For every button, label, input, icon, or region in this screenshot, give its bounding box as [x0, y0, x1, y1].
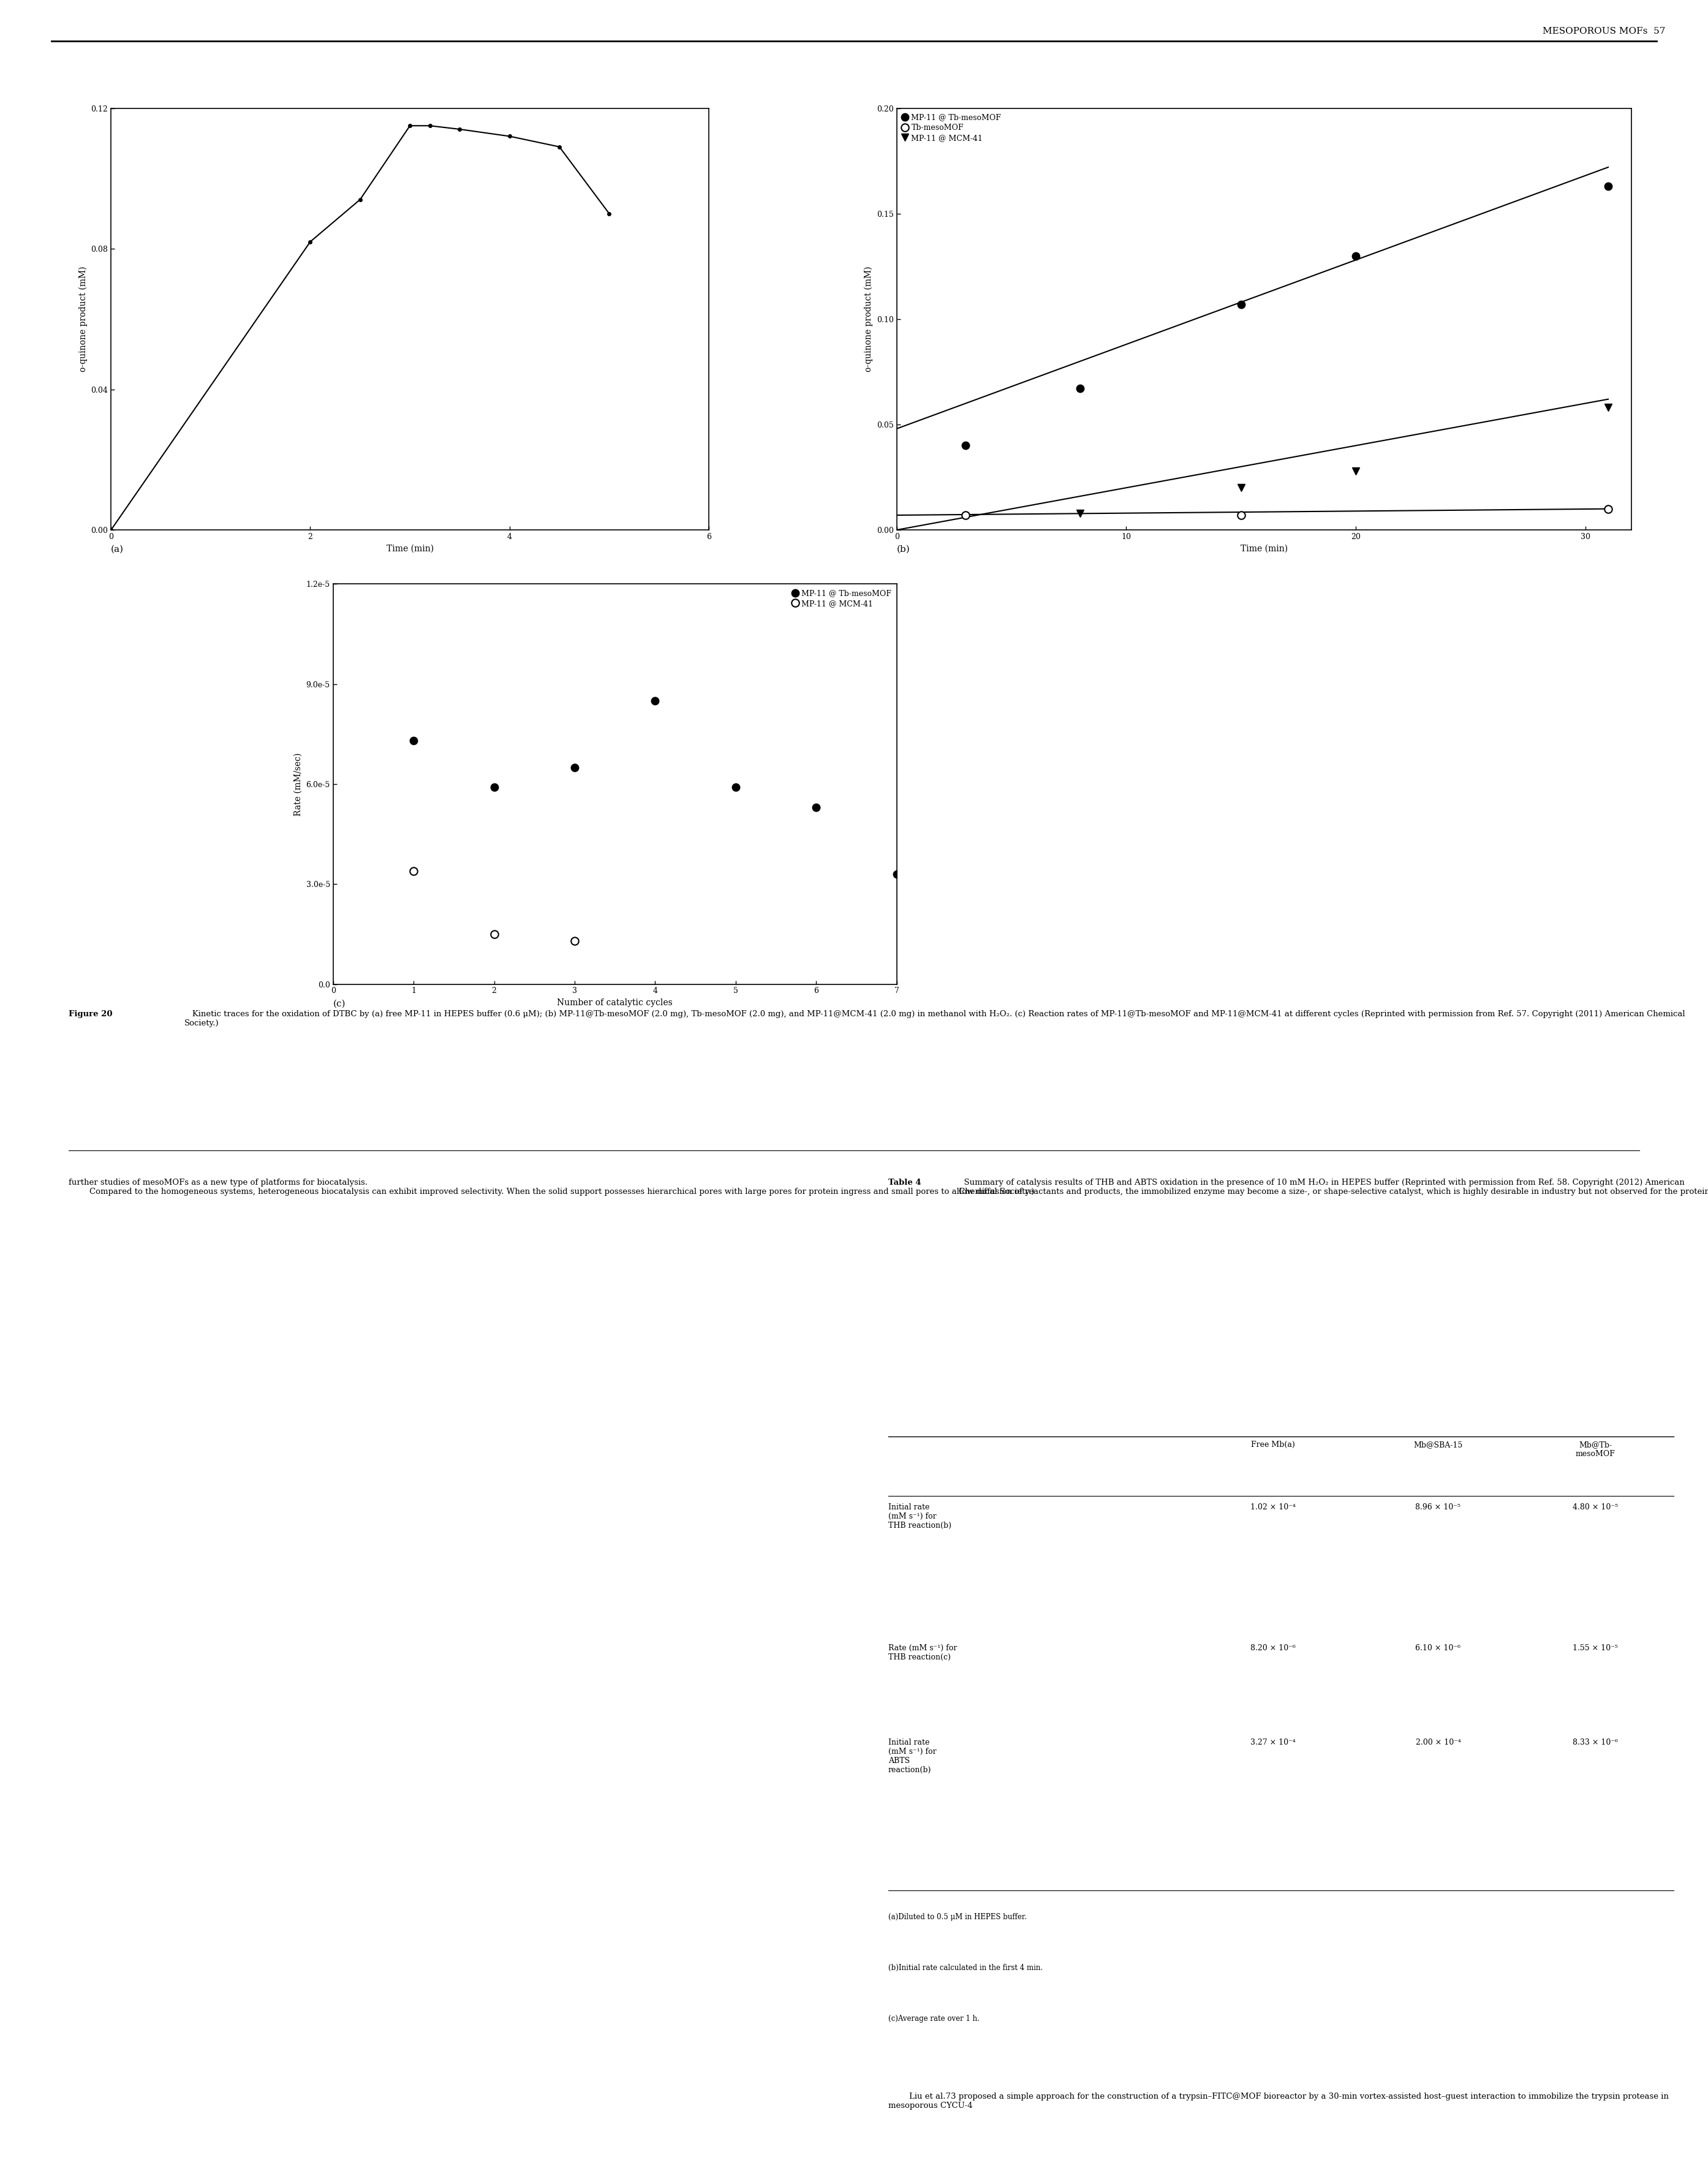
Text: 2.00 × 10⁻⁴: 2.00 × 10⁻⁴	[1416, 1739, 1460, 1748]
Legend: MP-11 @ Tb-mesoMOF, MP-11 @ MCM-41: MP-11 @ Tb-mesoMOF, MP-11 @ MCM-41	[791, 588, 893, 610]
Text: (c)Average rate over 1 h.: (c)Average rate over 1 h.	[888, 2014, 979, 2022]
Tb-mesoMOF	[1599, 495, 1619, 521]
Text: Rate (mM s⁻¹) for
THB reaction(c): Rate (mM s⁻¹) for THB reaction(c)	[888, 1644, 956, 1661]
MP-11 @ Tb-mesoMOF	[1346, 242, 1366, 268]
Text: 8.96 × 10⁻⁵: 8.96 × 10⁻⁵	[1416, 1503, 1460, 1512]
MP-11 @ MCM-41	[483, 921, 504, 947]
MP-11 @ Tb-mesoMOF	[564, 755, 584, 781]
Tb-mesoMOF	[1231, 502, 1252, 528]
Text: Mb@Tb-
mesoMOF: Mb@Tb- mesoMOF	[1575, 1441, 1616, 1458]
MP-11 @ Tb-mesoMOF	[1231, 292, 1252, 318]
Text: 3.27 × 10⁻⁴: 3.27 × 10⁻⁴	[1250, 1739, 1296, 1748]
MP-11 @ MCM-41	[1346, 459, 1366, 485]
Text: 8.20 × 10⁻⁶: 8.20 × 10⁻⁶	[1250, 1644, 1296, 1653]
MP-11 @ MCM-41	[564, 928, 584, 954]
MP-11 @ Tb-mesoMOF	[646, 688, 666, 714]
Text: 1.55 × 10⁻⁵: 1.55 × 10⁻⁵	[1573, 1644, 1617, 1653]
Text: Table 4: Table 4	[888, 1179, 921, 1187]
Text: Initial rate
(mM s⁻¹) for
ABTS
reaction(b): Initial rate (mM s⁻¹) for ABTS reaction(…	[888, 1739, 936, 1774]
Text: Figure 20: Figure 20	[68, 1010, 113, 1019]
X-axis label: Time (min): Time (min)	[386, 545, 434, 554]
Y-axis label: o-quinone product (mM): o-quinone product (mM)	[864, 266, 873, 372]
Legend: MP-11 @ Tb-mesoMOF, Tb-mesoMOF, MP-11 @ MCM-41: MP-11 @ Tb-mesoMOF, Tb-mesoMOF, MP-11 @ …	[900, 112, 1003, 143]
MP-11 @ MCM-41	[1231, 476, 1252, 502]
Text: 4.80 × 10⁻⁵: 4.80 × 10⁻⁵	[1573, 1503, 1617, 1512]
Line: MP-11 @ MCM-41: MP-11 @ MCM-41	[410, 867, 579, 945]
MP-11 @ MCM-41	[1069, 500, 1091, 526]
MP-11 @ Tb-mesoMOF	[403, 727, 424, 753]
Text: 1.02 × 10⁻⁴: 1.02 × 10⁻⁴	[1250, 1503, 1296, 1512]
MP-11 @ Tb-mesoMOF	[1069, 376, 1091, 402]
MP-11 @ Tb-mesoMOF	[726, 774, 746, 800]
Text: 8.33 × 10⁻⁶: 8.33 × 10⁻⁶	[1573, 1739, 1617, 1748]
Text: (c): (c)	[333, 999, 345, 1008]
Text: further studies of mesoMOFs as a new type of platforms for biocatalysis.
       : further studies of mesoMOFs as a new typ…	[68, 1179, 1708, 1196]
Text: Free Mb(a): Free Mb(a)	[1252, 1441, 1295, 1449]
Text: Summary of catalysis results of THB and ABTS oxidation in the presence of 10 mM : Summary of catalysis results of THB and …	[958, 1179, 1684, 1196]
MP-11 @ Tb-mesoMOF	[886, 861, 907, 887]
Line: Tb-mesoMOF: Tb-mesoMOF	[962, 504, 1612, 519]
MP-11 @ Tb-mesoMOF	[955, 433, 975, 459]
Text: 6.10 × 10⁻⁶: 6.10 × 10⁻⁶	[1416, 1644, 1460, 1653]
Text: MESOPOROUS MOFs  57: MESOPOROUS MOFs 57	[1542, 26, 1665, 35]
Text: Mb@SBA-15: Mb@SBA-15	[1414, 1441, 1462, 1449]
Line: MP-11 @ Tb-mesoMOF: MP-11 @ Tb-mesoMOF	[962, 182, 1612, 450]
X-axis label: Number of catalytic cycles: Number of catalytic cycles	[557, 999, 673, 1008]
Text: (a): (a)	[111, 545, 125, 554]
Line: MP-11 @ Tb-mesoMOF: MP-11 @ Tb-mesoMOF	[410, 696, 900, 878]
Text: (b): (b)	[897, 545, 910, 554]
Text: Liu et al.73 proposed a simple approach for the construction of a trypsin–FITC@M: Liu et al.73 proposed a simple approach …	[888, 2092, 1669, 2109]
MP-11 @ MCM-41	[1599, 394, 1619, 420]
MP-11 @ Tb-mesoMOF	[806, 794, 827, 820]
MP-11 @ Tb-mesoMOF	[483, 774, 504, 800]
MP-11 @ Tb-mesoMOF	[1599, 173, 1619, 199]
Text: (a)Diluted to 0.5 μM in HEPES buffer.: (a)Diluted to 0.5 μM in HEPES buffer.	[888, 1914, 1027, 1921]
Text: Kinetic traces for the oxidation of DTBC by (a) free MP-11 in HEPES buffer (0.6 : Kinetic traces for the oxidation of DTBC…	[184, 1010, 1686, 1027]
X-axis label: Time (min): Time (min)	[1240, 545, 1288, 554]
Text: (b)Initial rate calculated in the first 4 min.: (b)Initial rate calculated in the first …	[888, 1964, 1042, 1973]
MP-11 @ MCM-41	[403, 859, 424, 885]
Line: MP-11 @ MCM-41: MP-11 @ MCM-41	[1076, 404, 1612, 517]
Text: Initial rate
(mM s⁻¹) for
THB reaction(b): Initial rate (mM s⁻¹) for THB reaction(b…	[888, 1503, 951, 1529]
Y-axis label: o-quinone product (mM): o-quinone product (mM)	[79, 266, 87, 372]
Tb-mesoMOF	[955, 502, 975, 528]
Y-axis label: Rate (mM/sec): Rate (mM/sec)	[294, 753, 302, 815]
